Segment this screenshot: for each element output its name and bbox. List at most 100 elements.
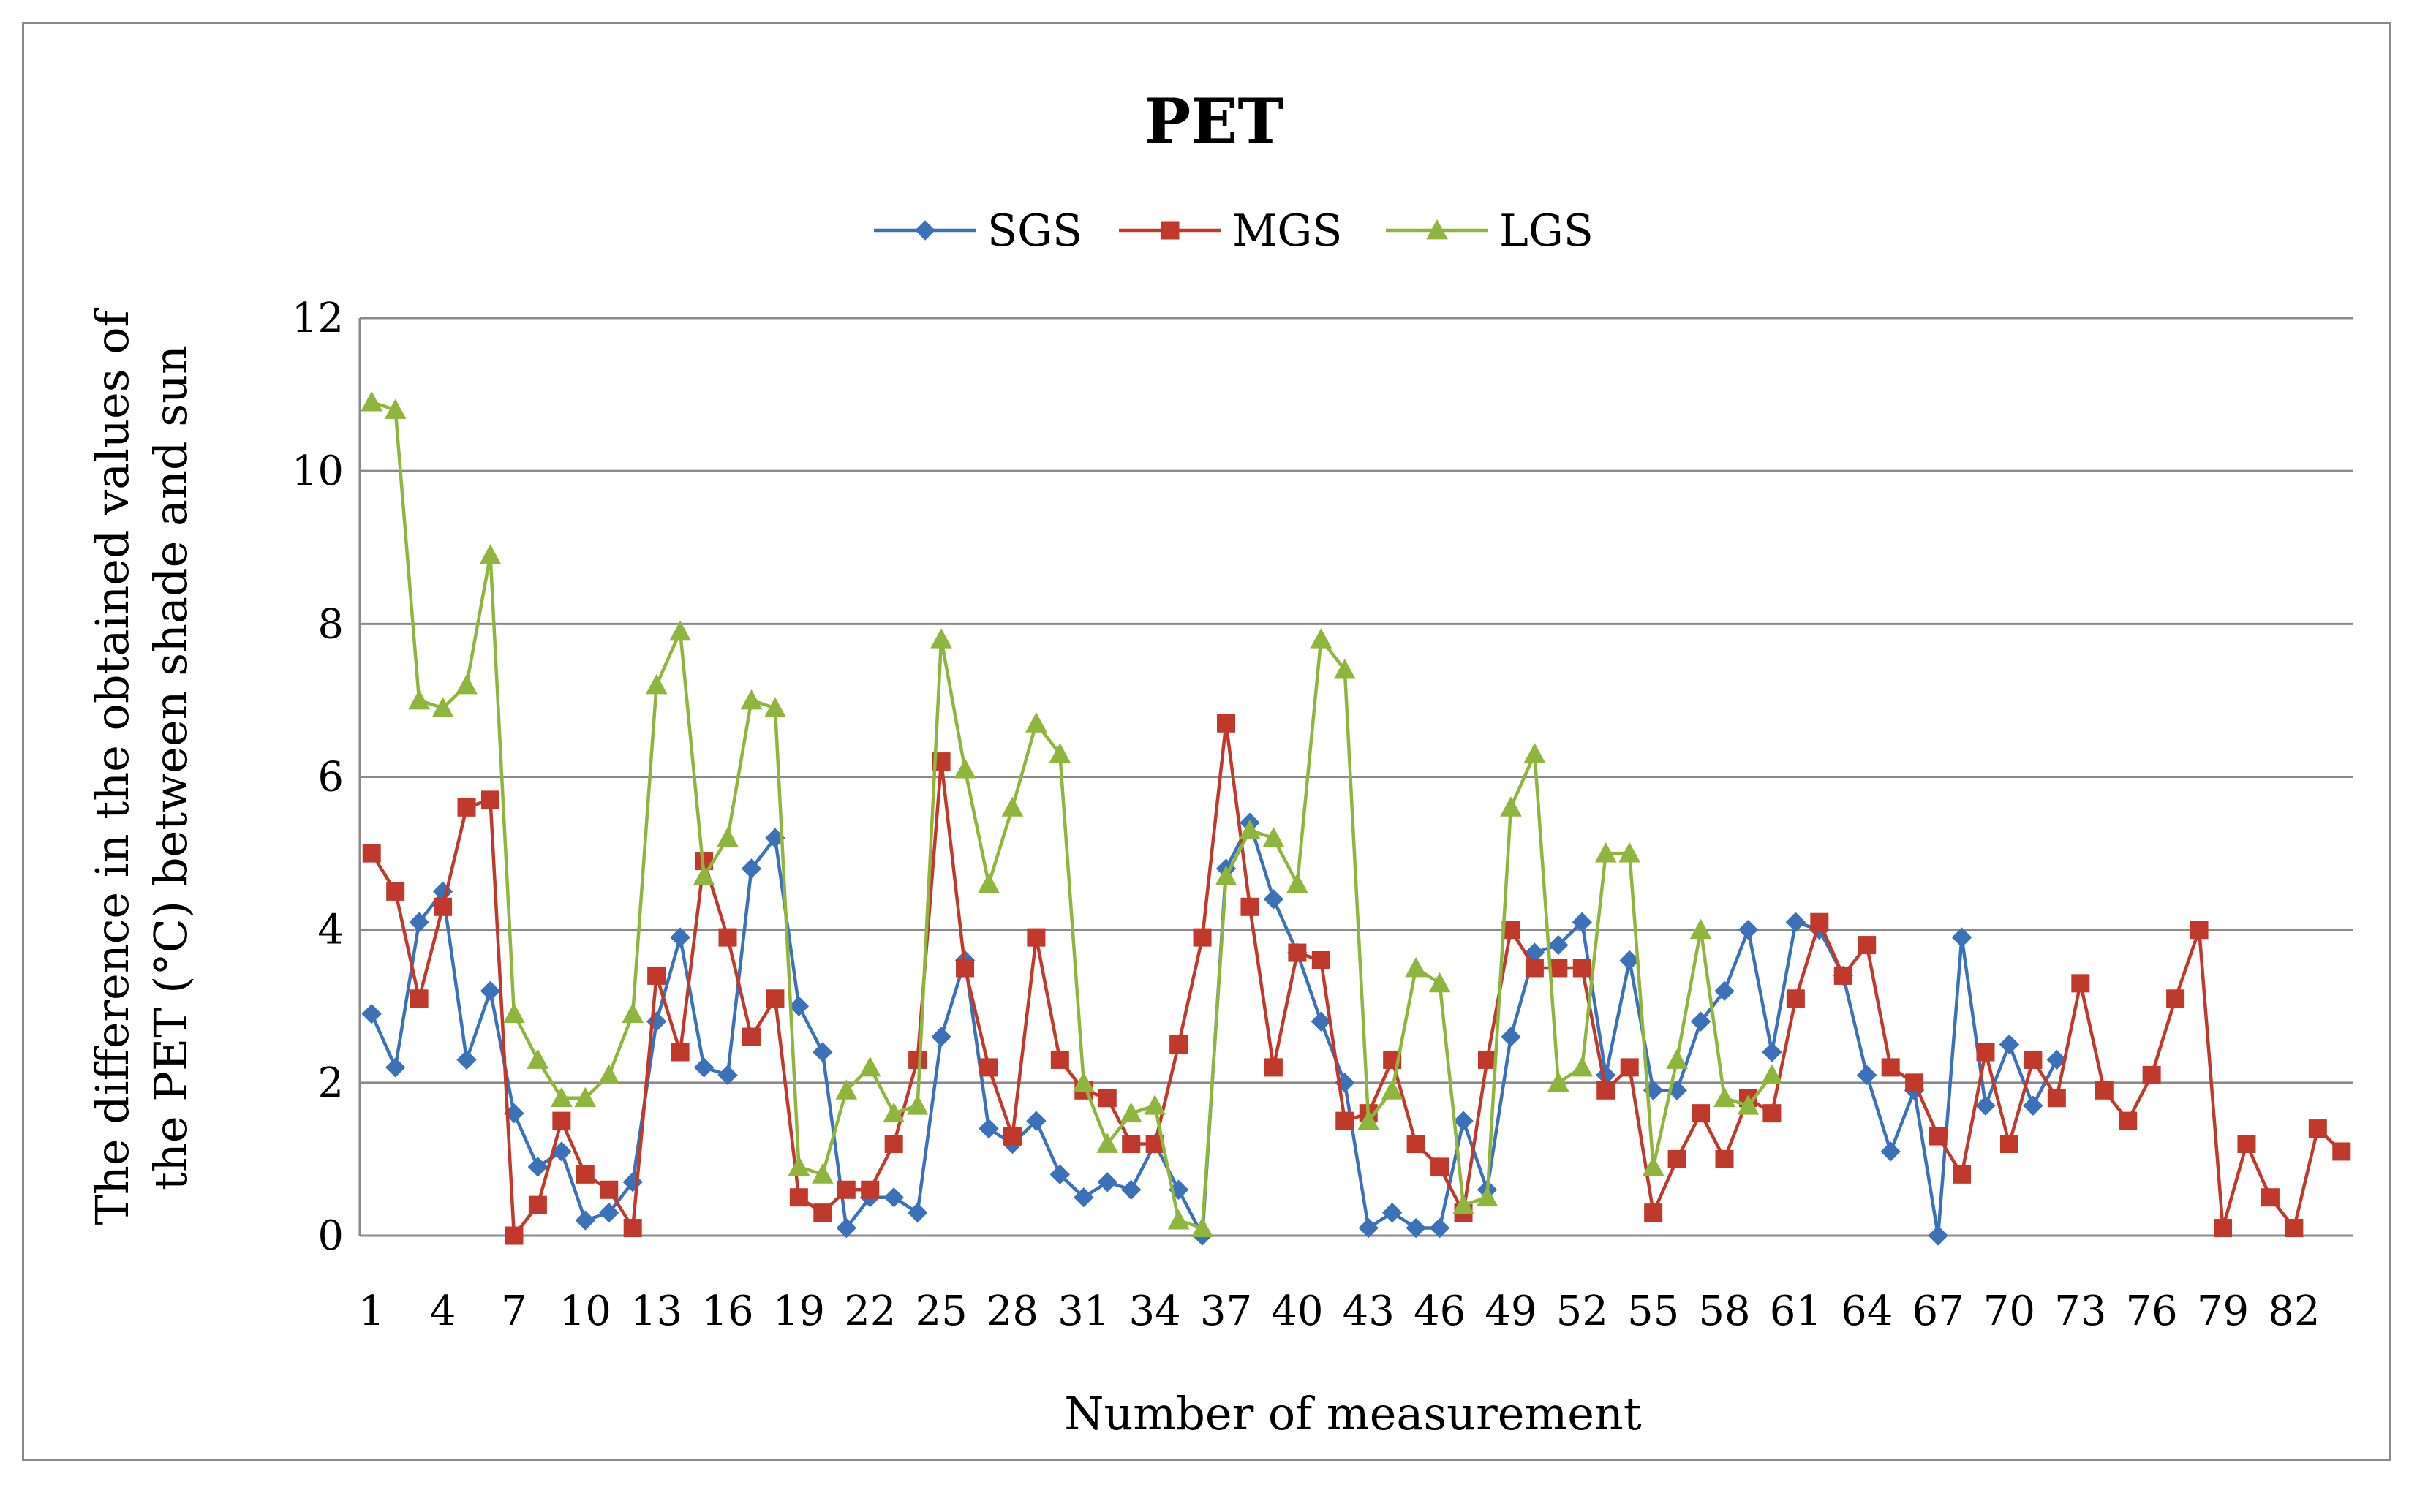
data-point-sgs [836, 1217, 856, 1239]
data-point-sgs [1097, 1172, 1117, 1192]
data-point-lgs [1761, 1064, 1783, 1084]
data-point-mgs [2332, 1142, 2351, 1161]
y-axis-label-line-2: the PET (°C) between shade and sun [144, 345, 197, 1190]
data-point-mgs [837, 1180, 856, 1199]
chart-frame [22, 22, 2391, 1461]
data-point-lgs [859, 1056, 881, 1077]
data-point-lgs [693, 865, 715, 885]
data-point-lgs [1072, 1071, 1095, 1092]
data-point-sgs [1049, 1164, 1071, 1185]
legend-item-mgs: MGS [1119, 205, 1342, 257]
legend-item-sgs: SGS [874, 205, 1082, 257]
data-point-lgs [1001, 796, 1024, 817]
y-tick-label: 2 [317, 1059, 344, 1107]
data-point-mgs [1881, 1058, 1900, 1077]
data-point-lgs [1428, 972, 1451, 993]
data-point-sgs [527, 1157, 548, 1177]
data-point-mgs [1620, 1058, 1639, 1077]
data-point-mgs [528, 1195, 547, 1214]
x-tick-label: 4 [430, 1288, 456, 1335]
data-point-lgs [1405, 956, 1427, 978]
x-tick-label: 1 [358, 1288, 385, 1335]
data-point-mgs [2047, 1089, 2066, 1108]
data-point-sgs [670, 927, 690, 948]
data-point-lgs [1167, 1209, 1190, 1230]
x-tick-label: 52 [1556, 1288, 1608, 1335]
x-tick-label: 13 [630, 1288, 682, 1335]
data-point-sgs [385, 1057, 406, 1078]
data-point-lgs [906, 1095, 929, 1115]
x-tick-label: 40 [1271, 1288, 1323, 1335]
data-point-sgs [2046, 1049, 2067, 1070]
x-tick-label: 58 [1698, 1288, 1750, 1335]
data-point-lgs [978, 872, 1000, 893]
data-point-mgs [718, 928, 737, 947]
data-point-lgs [1618, 842, 1641, 863]
data-point-sgs [813, 1042, 833, 1062]
data-point-sgs [409, 912, 429, 932]
data-point-mgs [1406, 1135, 1425, 1153]
data-point-mgs [623, 1219, 642, 1238]
data-point-sgs [1263, 889, 1284, 910]
data-point-lgs [645, 673, 668, 695]
data-point-lgs [503, 1002, 525, 1024]
data-point-mgs [1217, 714, 1236, 733]
data-point-mgs [1311, 951, 1330, 969]
data-point-sgs [1074, 1187, 1094, 1208]
x-tick-label: 10 [559, 1288, 611, 1335]
series-line-mgs [370, 722, 2343, 1238]
data-point-lgs [479, 544, 502, 564]
data-point-sgs [1857, 1065, 1877, 1086]
data-point-lgs [574, 1086, 597, 1108]
legend-swatch-marker [1161, 221, 1180, 240]
data-point-mgs [2285, 1219, 2304, 1238]
data-point-lgs [1689, 918, 1712, 940]
data-point-mgs [1264, 1058, 1283, 1077]
legend: SGS MGS LGS [874, 205, 1594, 257]
data-point-sgs [599, 1202, 619, 1223]
data-point-mgs [1288, 943, 1307, 962]
data-point-mgs [813, 1203, 832, 1222]
data-point-sgs [1358, 1217, 1379, 1239]
x-tick-label: 67 [1912, 1288, 1964, 1335]
data-point-sgs [1880, 1141, 1901, 1162]
data-point-mgs [1810, 912, 1829, 931]
data-point-mgs [1762, 1104, 1782, 1123]
data-point-sgs [1453, 1111, 1474, 1131]
data-point-lgs [764, 697, 786, 717]
series-layer [361, 390, 2351, 1246]
data-point-mgs [576, 1165, 595, 1184]
data-point-mgs [1953, 1165, 1972, 1184]
data-point-mgs [505, 1226, 524, 1245]
data-point-mgs [1430, 1157, 1449, 1176]
data-point-lgs [1642, 1155, 1664, 1176]
data-point-lgs [551, 1086, 573, 1108]
data-point-mgs [410, 989, 429, 1008]
legend-swatch-marker [915, 220, 935, 241]
data-point-sgs [1928, 1225, 1948, 1246]
data-point-lgs [1476, 1186, 1498, 1207]
x-tick-label: 19 [773, 1288, 825, 1335]
data-point-sgs [1501, 1027, 1521, 1047]
data-point-lgs [740, 689, 763, 710]
data-point-mgs [1145, 1135, 1164, 1153]
data-point-sgs [1406, 1217, 1426, 1239]
data-point-lgs [1594, 842, 1617, 863]
data-point-mgs [600, 1180, 619, 1199]
data-point-mgs [1240, 897, 1259, 916]
data-point-mgs [1477, 1050, 1496, 1069]
data-point-mgs [861, 1180, 880, 1199]
data-point-lgs [456, 673, 478, 695]
legend-item-lgs: LGS [1386, 205, 1594, 257]
grid-lines [358, 317, 2353, 1237]
data-point-sgs [1975, 1095, 1996, 1116]
x-tick-label: 31 [1057, 1288, 1109, 1335]
data-point-sgs [1381, 1202, 1403, 1223]
data-point-lgs [384, 398, 407, 419]
x-tick-label: 79 [2197, 1288, 2249, 1335]
data-point-lgs [1523, 743, 1546, 763]
data-point-sgs [575, 1210, 596, 1231]
data-point-lgs [1452, 1194, 1474, 1214]
data-point-lgs [1333, 659, 1356, 679]
